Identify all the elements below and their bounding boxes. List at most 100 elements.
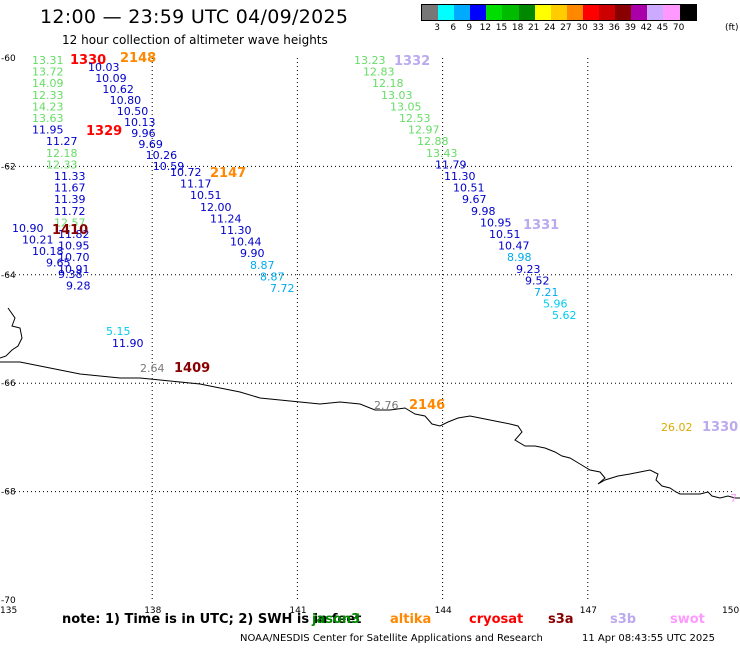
page-title: 12:00 — 23:59 UTC 04/09/2025 [40, 6, 349, 28]
wave-height-value: 10.50 [117, 105, 149, 118]
wave-height-value: 13.43 [426, 147, 458, 160]
legend-tick-label: 36 [608, 23, 620, 33]
satellite-altika: altika [390, 612, 432, 627]
color-legend: (ft) 3 6 9 12 15 18 21 24 27 30 33 36 39 42 45 70 [421, 4, 739, 35]
legend-tick-label: 39 [624, 23, 637, 33]
wave-height-value: 10.80 [110, 94, 142, 107]
satellite-jason3: jason3 [312, 612, 361, 627]
wave-height-value: 9.38 [58, 268, 83, 281]
wave-height-value: 11.39 [54, 193, 86, 206]
map-grid: 135 138 141 144 147 150 -60 -62 -64 -66 -68 -70 [0, 54, 739, 616]
legend-swatch [422, 5, 439, 20]
wave-height-value: 13.05 [390, 100, 422, 113]
wave-height-value: 14.09 [32, 77, 64, 90]
wave-height-value: 10.90 [12, 222, 44, 235]
pass-label: 1332 [394, 54, 430, 69]
legend-swatch [566, 5, 583, 20]
legend-tick-label: 30 [576, 23, 588, 33]
wave-height-value: 11.30 [444, 170, 476, 183]
wave-height-value: 10.03 [88, 61, 120, 74]
wave-height-value: 10.95 [58, 240, 90, 253]
wave-height-value: 9.28 [66, 280, 91, 293]
wave-height-value: 11.30 [220, 224, 252, 237]
wave-height-value: 11.17 [180, 178, 212, 191]
wave-height-value: 13.31 [32, 54, 64, 67]
wave-height-value: 12.00 [200, 201, 232, 214]
generated-timestamp: 11 Apr 08:43:55 UTC 2025 [582, 633, 715, 644]
antarctic-coastline [0, 307, 740, 499]
legend-swatch [679, 5, 696, 20]
wave-height-value: 7.72 [270, 282, 295, 295]
pass-label: 1330 [702, 420, 738, 435]
wave-height-value: 9.98 [471, 205, 496, 218]
wave-height-value: 10.62 [102, 83, 133, 96]
wave-height-value: 13.72 [32, 66, 64, 79]
legend-tick-label: 27 [560, 23, 572, 33]
wave-height-value: 11.95 [32, 124, 64, 137]
wave-height-value: 12.88 [417, 135, 449, 148]
legend-swatch [454, 5, 471, 20]
footer-note: note: 1) Time is in UTC; 2) SWH is in fe… [62, 612, 362, 627]
wave-height-value: 10.72 [170, 166, 202, 179]
pass-label: 1410 [52, 223, 88, 238]
pass-label: 2146 [409, 398, 445, 413]
wave-height-value: 10.51 [489, 228, 521, 241]
wave-height-value: 10.59 [153, 160, 185, 173]
legend-tick-label: 70 [672, 23, 685, 33]
credit-line: NOAA/NESDIS Center for Satellite Applica… [240, 633, 543, 644]
legend-swatch [486, 5, 503, 20]
wave-height-value: 12.33 [46, 158, 78, 171]
wave-height-value: 13.63 [32, 112, 64, 125]
wave-height-value: 5.96 [543, 298, 568, 311]
pass-label: 2148 [120, 51, 156, 66]
wave-height-value: 2.64 [140, 362, 165, 375]
wave-height-value: 12.57 [54, 216, 86, 229]
wave-height-value: 13.23 [354, 54, 386, 67]
legend-swatch [534, 5, 551, 20]
wave-height-value: 11.72 [54, 205, 86, 218]
legend-tick-label: 45 [656, 23, 669, 33]
wave-height-value: 12.18 [372, 77, 404, 90]
wave-height-value: 11.33 [54, 170, 86, 183]
wave-height-value: 10.51 [190, 189, 222, 202]
page-subtitle: 12 hour collection of altimeter wave hei… [62, 33, 328, 47]
wave-height-value: 9.23 [516, 263, 541, 276]
lat-tick-label: -68 [1, 488, 16, 498]
wave-height-value: 10.51 [453, 182, 485, 195]
wave-height-value: 5.15 [106, 325, 131, 338]
lat-tick-label: -64 [1, 271, 16, 281]
wave-height-value: 10.70 [58, 251, 90, 264]
wave-height-value: 11.90 [112, 337, 144, 350]
wave-height-value: 10.95 [480, 216, 512, 229]
wave-height-value: 10.09 [95, 72, 127, 85]
pass-label: 1330 [70, 53, 106, 68]
lon-tick-label: 144 [435, 606, 452, 616]
satellite-cryosat: cryosat [469, 612, 524, 627]
wave-height-value: 10.26 [146, 149, 178, 162]
wave-height-value: 8.87 [260, 270, 285, 283]
lon-tick-label: 141 [289, 606, 306, 616]
wave-height-value: 12.83 [363, 66, 395, 79]
pass-label: 1331 [523, 218, 559, 233]
wave-height-value: 14.23 [32, 100, 64, 113]
legend-swatch [438, 5, 455, 20]
lon-tick-label: 147 [580, 606, 597, 616]
lat-tick-label: -60 [1, 54, 16, 64]
wave-height-value: 12.53 [399, 112, 431, 125]
legend-tick-label: 21 [527, 23, 540, 33]
wave-height-value: 10.21 [22, 234, 54, 247]
legend-tick-label: 42 [640, 23, 653, 33]
lat-tick-label: -70 [1, 596, 16, 606]
wave-height-value: 10.47 [498, 240, 530, 253]
lat-tick-label: -66 [1, 379, 16, 389]
wave-height-value: 11.27 [46, 135, 78, 148]
satellite-s3a: s3a [548, 612, 574, 627]
legend-tick-label: 18 [511, 23, 524, 33]
legend-swatch [470, 5, 487, 20]
wave-height-value: 11.79 [435, 158, 467, 171]
wave-height-value: 11.82 [58, 228, 90, 241]
legend-swatch [550, 5, 567, 20]
wave-height-value: 11.67 [54, 182, 86, 195]
